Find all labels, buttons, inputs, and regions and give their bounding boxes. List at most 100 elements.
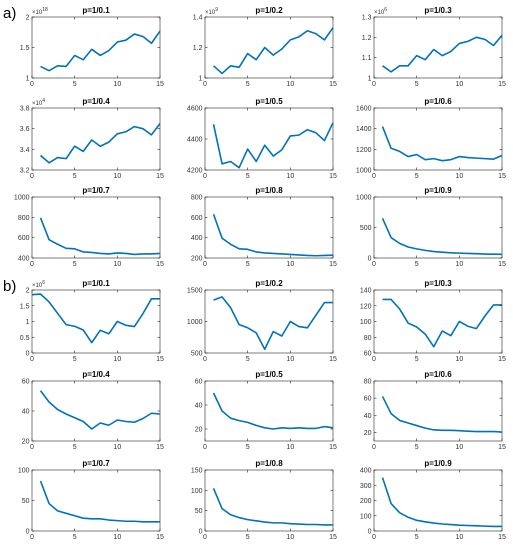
panel-label-b: b) [3,278,16,295]
x-tick-label: 10 [455,261,463,268]
subplot-title: p=1/0.1 [82,6,110,15]
y-tick-label: 4600 [187,106,203,113]
x-tick-label: 10 [113,444,121,451]
subplot-title: p=1/0.4 [82,370,110,379]
y-tick-label: 60 [364,351,372,358]
y-tick-label: 1000 [356,195,372,202]
subplot-title: p=1/0.9 [424,186,452,195]
y-tick-label: 4200 [187,168,203,175]
y-tick-label: 0 [368,256,372,263]
y-tick-label: 1500 [187,288,203,295]
series-line [213,296,333,351]
y-tick-label: 400 [191,235,203,242]
x-tick-label: 15 [329,356,337,363]
y-tick-label: 50 [195,508,203,515]
axes-box [31,380,161,442]
subplot-title: p=1/0.4 [82,97,110,106]
subplot-b-3: p=1/0.3 0 5 10 15 60 80 100 120 140 [360,279,506,363]
y-tick-label: 500 [191,351,203,358]
y-exponent-label: ×106 [32,280,45,289]
x-tick-label: 5 [246,81,250,88]
subplot-a-6: p=1/0.6 0 5 10 15 1000 1200 1400 1600 [356,97,506,180]
x-tick-label: 5 [246,444,250,451]
x-tick-label: 0 [372,261,376,268]
y-tick-label: 3.6 [20,126,30,133]
x-tick-label: 10 [113,534,121,541]
y-tick-label: 1.4 [193,15,203,22]
series-line [212,122,334,169]
x-tick-label: 15 [498,356,506,363]
y-tick-label: 3.2 [20,168,30,175]
subplot-title: p=1/0.8 [255,459,283,468]
y-tick-label: 1.1 [362,55,372,62]
x-tick-label: 15 [156,173,164,180]
y-tick-label: 800 [191,195,203,202]
subplot-title: p=1/0.5 [255,97,283,106]
subplot-b-5: p=1/0.5 0 5 10 15 20 40 60 [195,370,337,451]
x-tick-label: 15 [329,81,337,88]
x-tick-label: 10 [455,173,463,180]
y-tick-label: 400 [360,468,372,475]
x-tick-label: 15 [498,173,506,180]
x-tick-label: 15 [156,444,164,451]
x-tick-label: 10 [286,261,294,268]
x-tick-label: 10 [455,81,463,88]
subplot-title: p=1/0.6 [424,370,452,379]
series-line [39,390,161,430]
y-tick-label: 1.2 [193,45,203,52]
y-tick-label: 1.5 [20,303,30,310]
y-tick-label: 0.5 [20,335,30,342]
x-tick-label: 10 [113,173,121,180]
x-tick-label: 10 [286,534,294,541]
y-tick-label: 600 [191,215,203,222]
subplot-title: p=1/0.7 [82,459,110,468]
x-tick-label: 15 [329,534,337,541]
y-tick-label: 40 [22,409,30,416]
y-tick-label: 600 [18,235,30,242]
y-tick-label: 100 [18,468,30,475]
axes-box [204,196,334,259]
y-tick-label: 40 [364,413,372,420]
subplot-title: p=1/0.5 [255,370,283,379]
y-tick-label: 80 [364,335,372,342]
axes-box [373,196,503,259]
x-tick-label: 0 [203,444,207,451]
subplot-title: p=1/0.2 [255,6,283,15]
y-exponent-label: ×109 [205,7,218,16]
series-line [39,217,161,256]
x-tick-label: 15 [498,444,506,451]
axes-box [31,107,161,171]
series-line [212,392,334,430]
series-line [212,27,334,75]
y-tick-label: 40 [195,403,203,410]
x-tick-label: 5 [246,261,250,268]
axes-box [31,196,161,259]
subplot-a-3: p=1/0.3 0 5 10 15 1 1.1 1.2 1.3×106 [362,6,506,88]
y-tick-label: 1.3 [362,15,372,22]
x-tick-label: 0 [372,81,376,88]
x-tick-label: 15 [156,261,164,268]
x-tick-label: 0 [203,534,207,541]
axes-box [373,107,503,171]
y-tick-label: 1000 [14,195,30,202]
subplot-b-4: p=1/0.4 0 5 10 15 20 40 60 [22,370,164,451]
x-tick-label: 0 [30,261,34,268]
panel-label-a: a) [3,5,16,22]
series-line [212,487,333,526]
y-tick-label: 100 [360,319,372,326]
y-tick-label: 2 [26,288,30,295]
subplot-a-1: p=1/0.1 0 5 10 15 1 1.5 2×1018 [20,6,164,88]
x-tick-label: 5 [73,261,77,268]
x-tick-label: 5 [415,173,419,180]
series-line [40,30,161,72]
x-tick-label: 0 [372,173,376,180]
x-tick-label: 0 [203,81,207,88]
y-tick-label: 0 [26,529,30,536]
subplot-a-7: p=1/0.7 0 5 10 15 400 600 800 1000 [14,186,164,268]
y-tick-label: 3.8 [20,106,30,113]
y-tick-label: 200 [360,498,372,505]
x-tick-label: 10 [113,356,121,363]
y-tick-label: 1000 [356,168,372,175]
x-tick-label: 5 [415,534,419,541]
x-tick-label: 5 [246,173,250,180]
